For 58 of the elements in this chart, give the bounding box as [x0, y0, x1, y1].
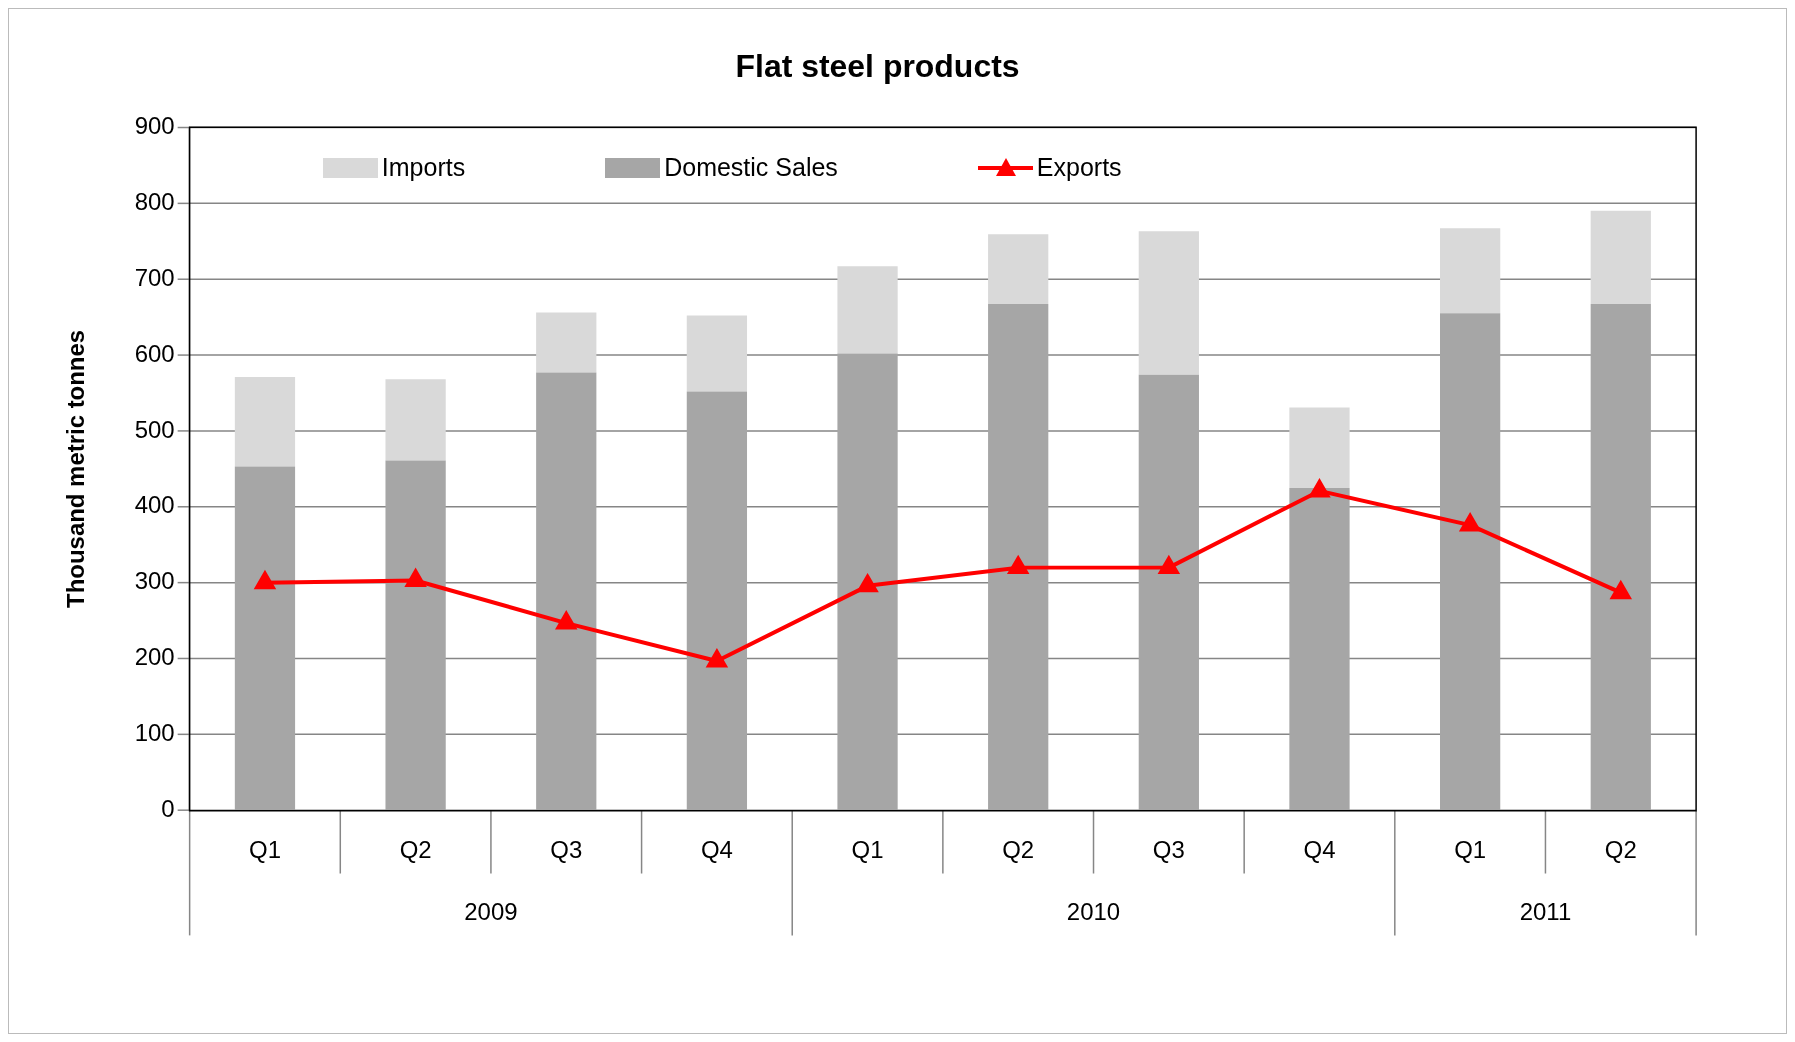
- y-tick-label: 300: [134, 567, 175, 595]
- bar: [1590, 304, 1651, 810]
- point: [1007, 554, 1030, 575]
- bar: [988, 304, 1049, 810]
- x-tick-label: Q3: [550, 835, 583, 863]
- text: 2009: [464, 898, 518, 926]
- point: [404, 567, 427, 588]
- bar: [686, 391, 748, 810]
- y-tick-label: 700: [134, 263, 175, 291]
- x-tick-label: Q3: [1152, 835, 1185, 863]
- y-tick-label: 100: [134, 719, 175, 747]
- legend-label: Exports: [1036, 153, 1122, 183]
- point: [707, 650, 727, 668]
- bar: [1289, 407, 1350, 488]
- y-tick-label: 900: [134, 111, 175, 139]
- point: [556, 612, 577, 630]
- text: 2010: [1066, 898, 1121, 926]
- x-tick-label: Q4: [700, 835, 733, 863]
- bar: [1138, 231, 1199, 375]
- x-tick-label: Q4: [1303, 835, 1336, 863]
- bar: [1138, 374, 1199, 810]
- x-tick-label: Q1: [248, 835, 281, 863]
- legend-label: Domestic Sales: [664, 153, 838, 183]
- bar: [234, 466, 296, 810]
- point: [1157, 554, 1180, 575]
- point: [253, 569, 277, 590]
- y-tick-label: 500: [134, 415, 175, 443]
- legend-label: Imports: [381, 153, 466, 183]
- y-tick-label: 400: [134, 491, 175, 519]
- bar: [385, 379, 446, 461]
- bar: [385, 460, 446, 810]
- bar: [536, 372, 597, 810]
- y-tick-label: 800: [134, 187, 175, 215]
- bar: [988, 234, 1049, 305]
- y-tick-label: 200: [134, 643, 175, 671]
- bar: [1590, 210, 1651, 305]
- bar: [837, 353, 898, 810]
- point: [1309, 479, 1330, 498]
- x-tick-label: Q1: [851, 835, 884, 863]
- point: [1460, 514, 1480, 532]
- bar: [1289, 487, 1350, 810]
- x-tick-label: Q2: [399, 835, 432, 863]
- x-tick-label: Q1: [1454, 835, 1487, 863]
- x-tick-label: Q2: [1604, 835, 1637, 863]
- text: 2011: [1519, 898, 1572, 926]
- bar: [536, 312, 597, 373]
- bar: [837, 266, 898, 354]
- y-tick-label: 0: [161, 795, 175, 823]
- point: [857, 574, 878, 593]
- bar: [234, 377, 296, 467]
- y-axis-title: Thousand metric tonnes: [61, 329, 89, 608]
- x-tick-label: Q2: [1002, 835, 1035, 863]
- bar: [1440, 228, 1501, 314]
- point: [1609, 579, 1632, 600]
- y-tick-label: 600: [134, 339, 175, 367]
- bar: [1440, 313, 1501, 810]
- bar: [686, 315, 748, 392]
- chart-title: Flat steel products: [735, 47, 1020, 84]
